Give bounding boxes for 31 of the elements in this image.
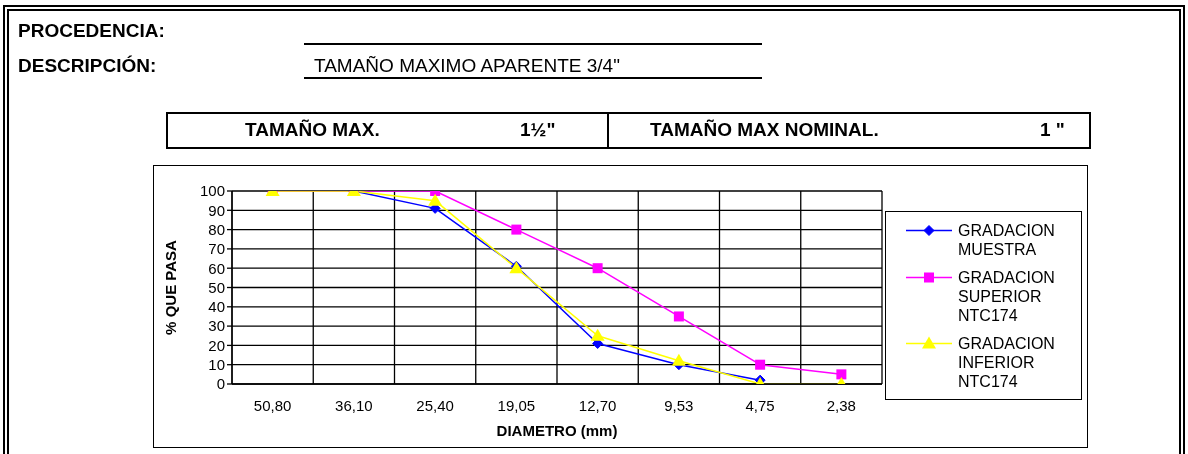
text: 1 " [1040,119,1065,141]
x-tick-label: 4,75 [745,396,775,414]
legend-label: GRADACION SUPERIOR NTC174 [958,267,1056,325]
y-tick-label: 10 [208,356,225,374]
x-tick-label: 50,80 [253,396,292,414]
text: PROCEDENCIA: [18,20,165,42]
text: 1½" [520,119,556,141]
text: TAMAÑO MAXIMO APARENTE 3/4" [314,55,620,77]
x-tick-label: 19,05 [497,396,536,414]
y-tick-label: 0 [216,375,225,393]
y-tick-label: 50 [208,278,225,296]
x-tick-label: 9,53 [664,396,694,414]
y-tick-label: 60 [208,259,225,277]
y-tick-label: 70 [208,240,225,258]
text: DESCRIPCIÓN: [18,55,157,77]
y-tick-label: 80 [208,220,225,238]
text: TAMAÑO MAX NOMINAL. [650,119,879,141]
y-axis-title: % QUE PASA [162,239,180,335]
legend-label: GRADACION INFERIOR NTC174 [958,333,1056,391]
y-tick-label: 20 [208,336,225,354]
x-tick-label: 12,70 [578,396,617,414]
x-tick-label: 36,10 [335,396,373,414]
x-tick-label: 25,40 [416,396,454,414]
legend-label: GRADACION MUESTRA [958,220,1056,259]
y-tick-label: 90 [208,201,225,219]
x-tick-label: 2,38 [826,396,856,414]
y-tick-label: 100 [199,182,225,200]
text: TAMAÑO MAX. [245,119,380,141]
y-tick-label: 30 [208,317,225,335]
x-axis-title: DIAMETRO (mm) [496,422,618,439]
y-tick-label: 40 [208,298,225,316]
